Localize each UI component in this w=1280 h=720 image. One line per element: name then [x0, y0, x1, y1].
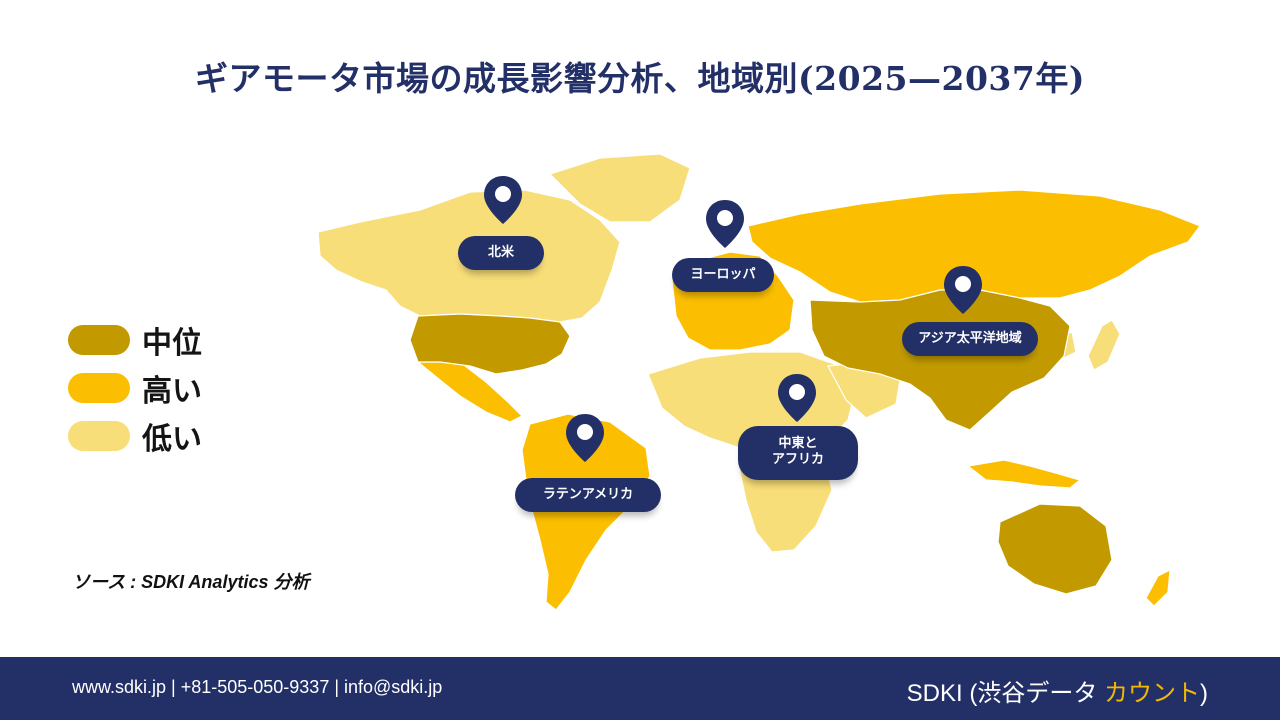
legend-item-medium: 中位 — [68, 316, 202, 364]
indonesia-region — [966, 459, 1082, 489]
source-note: ソース : SDKI Analytics 分析 — [72, 572, 310, 592]
footer-contact: www.sdki.jp | +81-505-050-9337 | info@sd… — [72, 677, 443, 697]
region-label-middle-east-africa: 中東と アフリカ — [738, 426, 858, 480]
legend-swatch-high — [68, 373, 130, 403]
middle-east-africa-pin-icon — [778, 374, 816, 422]
region-label-asia-pacific: アジア太平洋地域 — [902, 322, 1038, 356]
legend-swatch-medium — [68, 325, 130, 355]
brand-prefix: SDKI (渋谷データ — [906, 680, 1104, 707]
latin-america-pin-icon — [566, 414, 604, 462]
legend-label-medium: 中位 — [142, 326, 202, 361]
region-label-middle-east-africa-line1: 中東と — [778, 436, 818, 451]
australia-region — [997, 503, 1113, 595]
footer-bar: www.sdki.jp | +81-505-050-9337 | info@sd… — [0, 657, 1280, 720]
new-zealand-region — [1145, 568, 1171, 607]
europe-pin-icon — [706, 200, 744, 248]
region-label-europe: ヨーロッパ — [672, 258, 774, 292]
legend-item-high: 高い — [68, 364, 202, 412]
russia-region — [747, 189, 1201, 303]
brand-suffix: ) — [1200, 680, 1208, 707]
japan-region — [1087, 319, 1121, 371]
greenland-region — [548, 153, 691, 223]
north-america-pin-icon — [484, 176, 522, 224]
legend-label-low: 低い — [142, 422, 202, 457]
legend-label-high: 高い — [142, 374, 202, 409]
brand-accent: カウント — [1104, 680, 1200, 707]
region-label-middle-east-africa-line2: アフリカ — [771, 452, 824, 467]
legend-item-low: 低い — [68, 412, 202, 460]
region-label-latin-america: ラテンアメリカ — [515, 478, 661, 512]
usa-region — [409, 313, 571, 375]
region-label-north-america: 北米 — [458, 236, 544, 270]
asia-pacific-pin-icon — [944, 266, 982, 314]
page-title: ギアモータ市場の成長影響分析、地域別(2025—2037年) — [195, 59, 1085, 98]
legend-swatch-low — [68, 421, 130, 451]
footer-brand: SDKI (渋谷データ カウント) — [907, 673, 1208, 708]
mexico-region — [416, 361, 524, 423]
legend: 中位 高い 低い — [68, 316, 202, 460]
world-map — [317, 153, 1201, 611]
